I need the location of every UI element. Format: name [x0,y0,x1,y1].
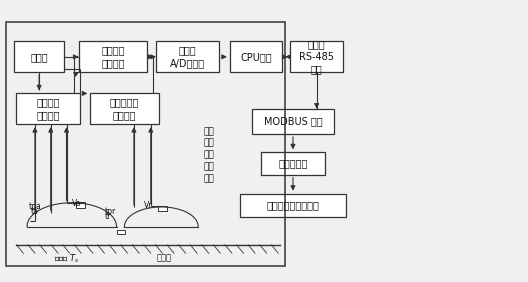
Bar [14,41,64,72]
Text: tpa: tpa [29,202,41,212]
Text: ta: ta [31,207,39,216]
Text: 电路
与传
感器
一体
结构: 电路 与传 感器 一体 结构 [203,127,214,183]
Bar [79,41,147,72]
Text: 补偿算法计算后输出: 补偿算法计算后输出 [267,201,319,211]
Text: tpr: tpr [105,207,116,216]
Bar [16,93,80,124]
Bar [117,230,125,234]
Bar [158,206,167,212]
Text: 温度信号
调理电路: 温度信号 调理电路 [36,98,60,120]
Text: Vr: Vr [144,201,153,210]
Bar [261,152,325,175]
Text: 热电堆信号
调理电路: 热电堆信号 调理电路 [110,98,139,120]
Bar [290,41,343,72]
Text: 上位机软件: 上位机软件 [278,158,308,168]
Bar [252,109,334,134]
Text: 多路模拟
开关转换: 多路模拟 开关转换 [101,46,125,68]
Bar [6,22,285,266]
Bar [156,41,219,72]
Text: MODBUS 网络: MODBUS 网络 [263,116,322,126]
Text: 电流源: 电流源 [30,52,48,62]
Text: 多通道
A/D转换器: 多通道 A/D转换器 [170,46,205,68]
Bar [90,93,159,124]
Text: 吸收罩 $T_s$: 吸收罩 $T_s$ [54,252,79,265]
Text: tr: tr [105,212,111,221]
Bar [76,202,86,208]
Text: Va: Va [72,199,81,208]
Text: 反射罩: 反射罩 [156,254,172,263]
Text: 电源、
RS-485
接口: 电源、 RS-485 接口 [299,39,334,74]
Text: CPU内核: CPU内核 [240,52,272,62]
Bar [230,41,282,72]
Bar [240,194,346,217]
